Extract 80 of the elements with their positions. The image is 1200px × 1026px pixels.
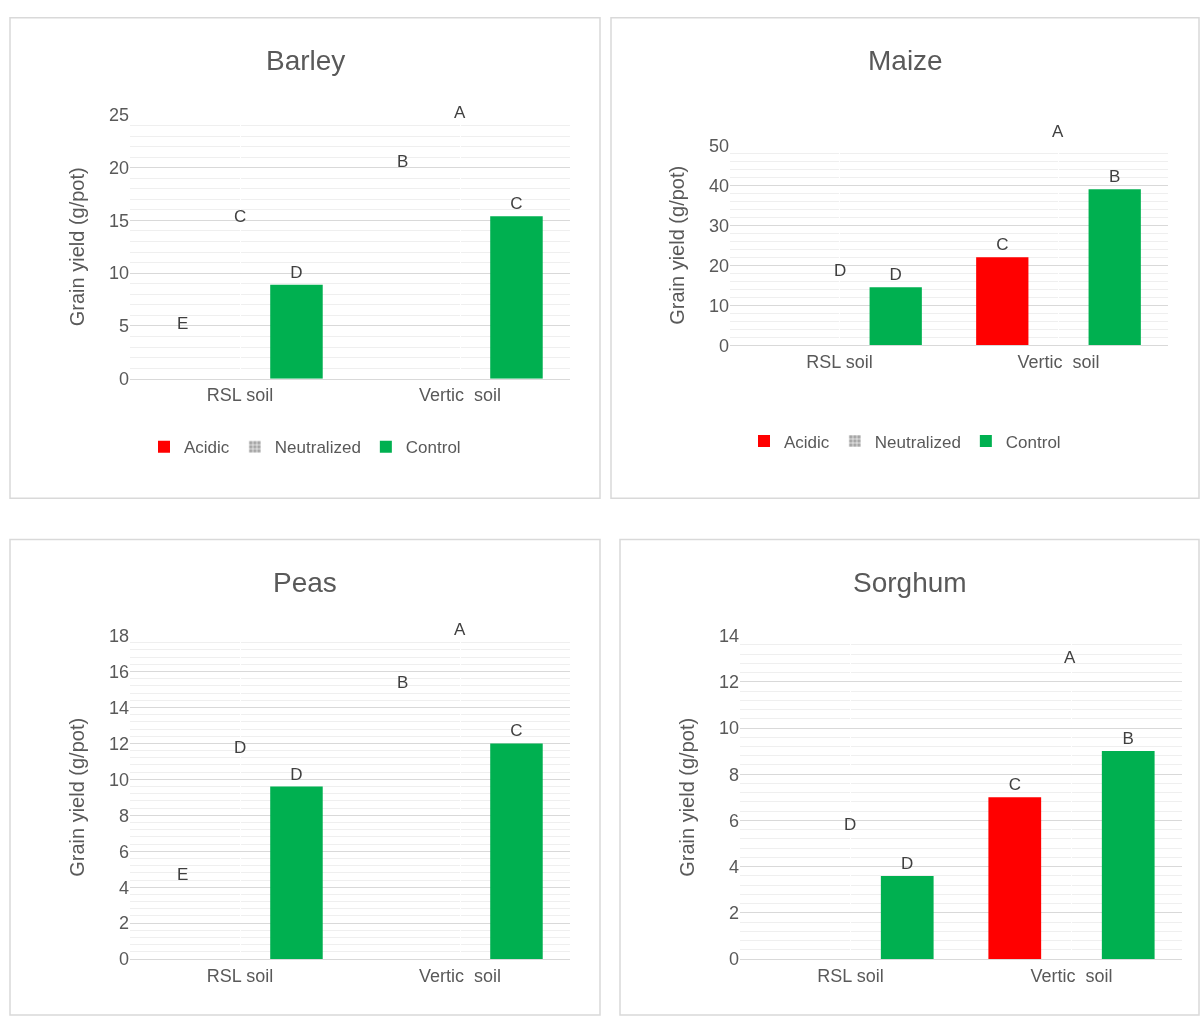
y-axis-title: Grain yield (g/pot) bbox=[66, 717, 89, 877]
x-tick-label: RSL soil bbox=[806, 351, 873, 372]
y-tick-label: 10 bbox=[108, 263, 129, 284]
x-tick-label: RSL soil bbox=[817, 965, 884, 986]
data-label: D bbox=[290, 764, 303, 784]
y-tick-label: 0 bbox=[728, 949, 739, 970]
data-label: C bbox=[1008, 775, 1021, 795]
annotation: B bbox=[397, 673, 409, 692]
y-tick-label: 16 bbox=[108, 661, 129, 682]
y-tick-label: 0 bbox=[118, 949, 129, 970]
annotation: E bbox=[177, 314, 189, 333]
y-tick-label: 10 bbox=[108, 769, 129, 790]
legend-label: Control bbox=[405, 438, 461, 458]
y-tick-label: 10 bbox=[718, 718, 739, 739]
data-label: C bbox=[510, 194, 523, 214]
annotation: B bbox=[397, 152, 409, 171]
y-tick-label: 10 bbox=[708, 295, 729, 316]
y-axis-title: Grain yield (g/pot) bbox=[676, 717, 699, 877]
x-tick-label: Vertic soil bbox=[418, 385, 502, 406]
data-label: C bbox=[510, 721, 523, 741]
y-tick-label: 14 bbox=[718, 625, 739, 646]
y-tick-label: 25 bbox=[108, 105, 129, 126]
y-axis-title: Grain yield (g/pot) bbox=[66, 167, 89, 327]
y-tick-label: 18 bbox=[108, 625, 129, 646]
annotation: A bbox=[454, 103, 466, 122]
x-tick-label: Vertic soil bbox=[418, 965, 502, 986]
x-tick-label: Vertic soil bbox=[1017, 351, 1100, 372]
y-tick-label: 40 bbox=[708, 175, 729, 196]
data-label: D bbox=[290, 262, 303, 282]
chart-title: Sorghum bbox=[853, 567, 967, 598]
text: A bbox=[1052, 122, 1064, 141]
chart-title: Peas bbox=[273, 567, 337, 598]
annotation: A bbox=[1064, 648, 1076, 667]
data-label: D bbox=[901, 853, 914, 873]
y-axis-title: Grain yield (g/pot) bbox=[666, 165, 689, 325]
chart-title: Barley bbox=[266, 45, 346, 76]
y-tick-label: 50 bbox=[708, 135, 729, 156]
y-tick-label: 8 bbox=[728, 764, 739, 785]
bar bbox=[988, 797, 1042, 960]
y-tick-label: 20 bbox=[108, 157, 129, 178]
y-tick-label: 0 bbox=[118, 368, 129, 389]
y-tick-label: 8 bbox=[118, 805, 129, 826]
y-tick-label: 15 bbox=[108, 210, 129, 231]
y-tick-label: 20 bbox=[708, 255, 729, 276]
y-tick-label: 4 bbox=[118, 877, 129, 898]
legend-label: Control bbox=[1005, 432, 1061, 452]
bar bbox=[1101, 751, 1155, 960]
bar bbox=[1088, 189, 1141, 346]
bar bbox=[976, 257, 1029, 346]
annotation: C bbox=[234, 207, 247, 226]
x-tick-label: RSL soil bbox=[206, 965, 274, 986]
x-tick-label: Vertic soil bbox=[1030, 965, 1113, 986]
y-tick-label: 2 bbox=[118, 913, 129, 934]
y-tick-label: 6 bbox=[728, 810, 739, 831]
annotation: A bbox=[454, 620, 466, 639]
y-tick-label: 4 bbox=[728, 856, 739, 877]
x-tick-label: RSL soil bbox=[206, 385, 274, 406]
y-tick-label: 2 bbox=[728, 903, 739, 924]
y-tick-label: 12 bbox=[108, 733, 129, 754]
legend-label: Acidic bbox=[184, 438, 230, 458]
y-tick-label: 30 bbox=[708, 215, 729, 236]
y-tick-label: 0 bbox=[718, 335, 729, 356]
data-label: D bbox=[889, 265, 902, 285]
y-tick-label: 6 bbox=[118, 841, 129, 862]
data-label: B bbox=[1122, 729, 1134, 749]
annotation: D bbox=[834, 261, 847, 280]
y-tick-label: 14 bbox=[108, 697, 129, 718]
y-tick-label: 12 bbox=[718, 672, 739, 693]
data-label: B bbox=[1109, 167, 1121, 187]
annotation: E bbox=[177, 865, 189, 884]
legend-label: Neutralized bbox=[874, 432, 961, 452]
annotation: D bbox=[234, 738, 247, 757]
bar bbox=[880, 875, 934, 960]
annotation: D bbox=[844, 815, 857, 834]
data-label: C bbox=[996, 235, 1009, 255]
y-tick-label: 5 bbox=[118, 316, 129, 337]
chart-title: Maize bbox=[868, 45, 943, 76]
legend-label: Neutralized bbox=[274, 438, 361, 458]
bar bbox=[869, 287, 922, 346]
legend-label: Acidic bbox=[784, 432, 830, 452]
